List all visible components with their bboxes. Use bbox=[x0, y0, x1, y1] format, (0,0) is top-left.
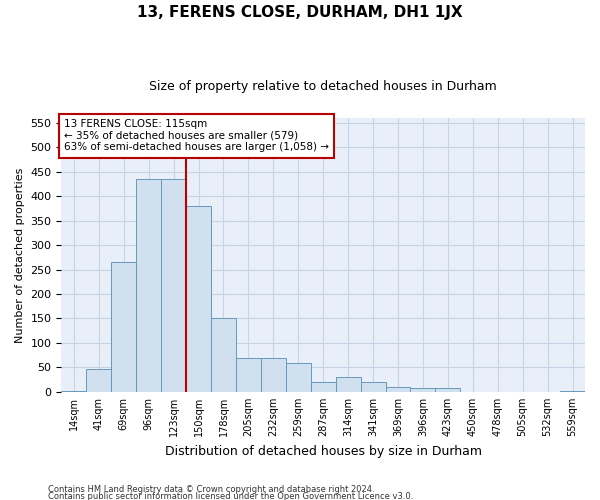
Bar bbox=[111, 262, 136, 392]
Text: Contains HM Land Registry data © Crown copyright and database right 2024.: Contains HM Land Registry data © Crown c… bbox=[48, 486, 374, 494]
Bar bbox=[211, 318, 236, 392]
Text: 13, FERENS CLOSE, DURHAM, DH1 1JX: 13, FERENS CLOSE, DURHAM, DH1 1JX bbox=[137, 5, 463, 20]
Bar bbox=[436, 388, 460, 392]
Title: Size of property relative to detached houses in Durham: Size of property relative to detached ho… bbox=[149, 80, 497, 93]
Bar bbox=[286, 362, 311, 392]
Text: 13 FERENS CLOSE: 115sqm
← 35% of detached houses are smaller (579)
63% of semi-d: 13 FERENS CLOSE: 115sqm ← 35% of detache… bbox=[64, 119, 329, 152]
Y-axis label: Number of detached properties: Number of detached properties bbox=[15, 167, 25, 342]
Bar bbox=[560, 391, 585, 392]
Bar bbox=[186, 206, 211, 392]
Bar bbox=[361, 382, 386, 392]
Bar bbox=[61, 391, 86, 392]
Bar bbox=[261, 358, 286, 392]
Bar bbox=[410, 388, 436, 392]
Bar bbox=[386, 387, 410, 392]
Bar bbox=[236, 358, 261, 392]
Text: Contains public sector information licensed under the Open Government Licence v3: Contains public sector information licen… bbox=[48, 492, 413, 500]
Bar bbox=[86, 369, 111, 392]
Bar bbox=[136, 179, 161, 392]
X-axis label: Distribution of detached houses by size in Durham: Distribution of detached houses by size … bbox=[165, 444, 482, 458]
Bar bbox=[335, 377, 361, 392]
Bar bbox=[311, 382, 335, 392]
Bar bbox=[161, 179, 186, 392]
